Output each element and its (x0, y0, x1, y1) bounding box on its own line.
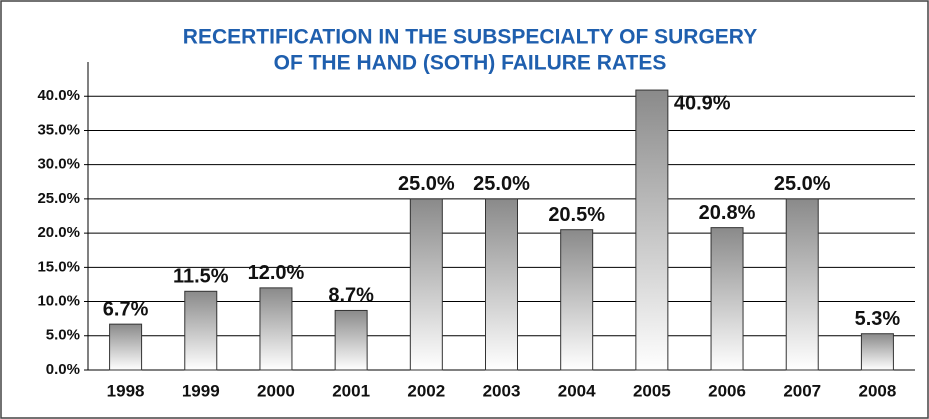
y-tick-label: 5.0% (46, 327, 80, 344)
x-tick-label: 2004 (558, 381, 596, 400)
x-tick-label: 2005 (633, 381, 671, 400)
y-tick-label: 35.0% (37, 121, 80, 138)
data-label: 6.7% (103, 298, 149, 320)
y-tick-label: 20.0% (37, 224, 80, 241)
data-label: 20.8% (699, 202, 756, 224)
bar (409, 198, 443, 371)
x-tick-label: 1999 (182, 381, 220, 400)
bar (259, 287, 293, 371)
bar (785, 198, 819, 371)
x-tick-label: 2007 (783, 381, 821, 400)
bar (560, 229, 594, 371)
y-tick-label: 40.0% (37, 87, 80, 104)
x-tick-label: 2008 (858, 381, 896, 400)
x-tick-label: 2000 (257, 381, 295, 400)
data-label: 25.0% (473, 173, 530, 195)
bar (860, 333, 894, 371)
data-label: 25.0% (774, 173, 831, 195)
x-tick-label: 2001 (332, 381, 370, 400)
data-label: 12.0% (248, 262, 305, 284)
bar (485, 198, 518, 371)
data-label: 25.0% (398, 173, 455, 195)
bar (334, 309, 368, 371)
bar (635, 89, 669, 371)
bar (109, 323, 143, 371)
y-tick-label: 15.0% (37, 258, 80, 275)
x-tick-label: 1998 (107, 381, 145, 400)
data-label: 8.7% (328, 285, 374, 307)
data-label: 40.9% (674, 92, 731, 114)
y-tick-label: 30.0% (37, 156, 80, 173)
bar (710, 227, 744, 371)
data-label: 11.5% (173, 266, 229, 288)
y-tick-label: 25.0% (37, 190, 80, 207)
data-label: 20.5% (548, 204, 605, 226)
x-tick-label: 2006 (708, 381, 746, 400)
y-tick-label: 0.0% (46, 361, 80, 378)
y-tick-label: 10.0% (37, 293, 80, 310)
data-label: 5.3% (855, 308, 901, 330)
bar (184, 290, 218, 371)
x-tick-label: 2003 (483, 381, 521, 400)
chart-title: RECERTIFICATION IN THE SUBSPECIALTY OF S… (183, 26, 757, 49)
chart-title: OF THE HAND (SOTH) FAILURE RATES (274, 52, 667, 75)
x-tick-label: 2002 (407, 381, 445, 400)
